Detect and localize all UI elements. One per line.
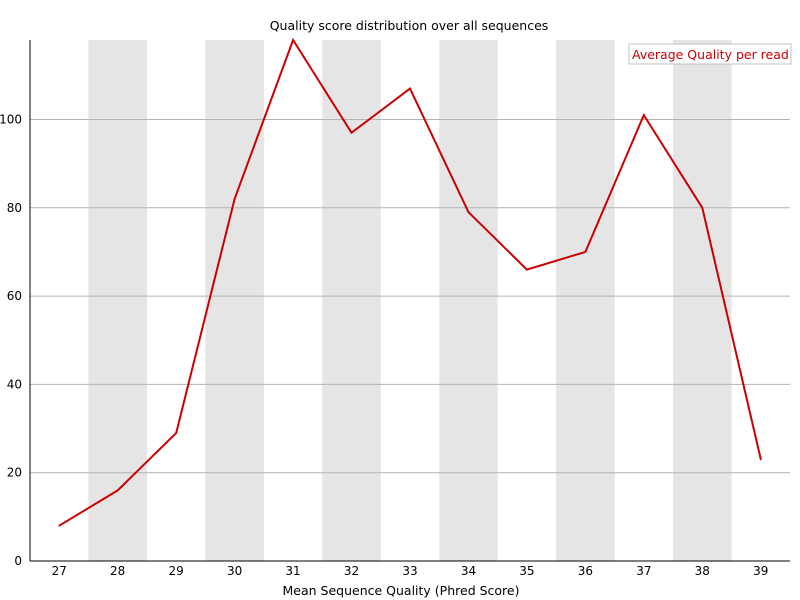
y-tick-label-40: 40 <box>7 377 22 391</box>
band-38 <box>673 40 732 561</box>
band-32 <box>322 40 381 561</box>
legend-label: Average Quality per read <box>632 47 789 62</box>
x-tick-label-36: 36 <box>578 564 593 578</box>
x-tick-labels: 27 28 29 30 31 32 33 34 35 36 37 38 39 <box>52 564 769 578</box>
y-tick-label-100: 100 <box>0 112 22 126</box>
band-30 <box>205 40 264 561</box>
data-point-35 <box>526 268 528 271</box>
x-tick-label-37: 37 <box>636 564 651 578</box>
data-point-28 <box>116 489 119 492</box>
x-axis-label: Mean Sequence Quality (Phred Score) <box>283 583 520 598</box>
x-tick-label-31: 31 <box>285 564 300 578</box>
x-tick-label-34: 34 <box>461 564 476 578</box>
data-point-39 <box>759 458 762 461</box>
band-36 <box>556 40 615 561</box>
y-gridlines <box>30 118 790 474</box>
data-point-32 <box>350 131 353 134</box>
x-tick-label-30: 30 <box>227 564 242 578</box>
legend-box <box>628 43 792 65</box>
x-tick-label-28: 28 <box>110 564 125 578</box>
x-tick-label-39: 39 <box>753 564 768 578</box>
legend: Average Quality per read <box>628 43 792 65</box>
band-34 <box>439 40 498 561</box>
y-tick-label-20: 20 <box>7 466 22 480</box>
band-28 <box>88 40 147 561</box>
x-tick-label-38: 38 <box>695 564 710 578</box>
plot-bands <box>88 40 732 561</box>
x-tick-label-35: 35 <box>519 564 534 578</box>
data-point-30 <box>233 198 236 200</box>
axes <box>29 40 790 562</box>
x-tick-label-32: 32 <box>344 564 359 578</box>
data-point-27 <box>58 524 61 527</box>
series-layer <box>58 37 762 527</box>
y-tick-label-80: 80 <box>7 201 22 215</box>
data-point-36 <box>584 251 587 253</box>
data-point-34 <box>467 211 470 213</box>
data-point-31 <box>292 39 294 41</box>
data-point-37 <box>643 114 645 116</box>
y-tick-labels: 0 20 40 60 80 100 <box>0 112 22 568</box>
data-point-38 <box>701 206 704 209</box>
chart-title: Quality score distribution over all sequ… <box>270 18 549 33</box>
x-tick-label-29: 29 <box>169 564 184 578</box>
y-tick-label-0: 0 <box>14 554 22 568</box>
x-tick-label-33: 33 <box>402 564 417 578</box>
data-point-29 <box>175 432 177 434</box>
x-tick-label-27: 27 <box>52 564 67 578</box>
data-point-33 <box>409 87 411 90</box>
series-line-0 <box>58 37 762 527</box>
y-tick-label-60: 60 <box>7 289 22 303</box>
